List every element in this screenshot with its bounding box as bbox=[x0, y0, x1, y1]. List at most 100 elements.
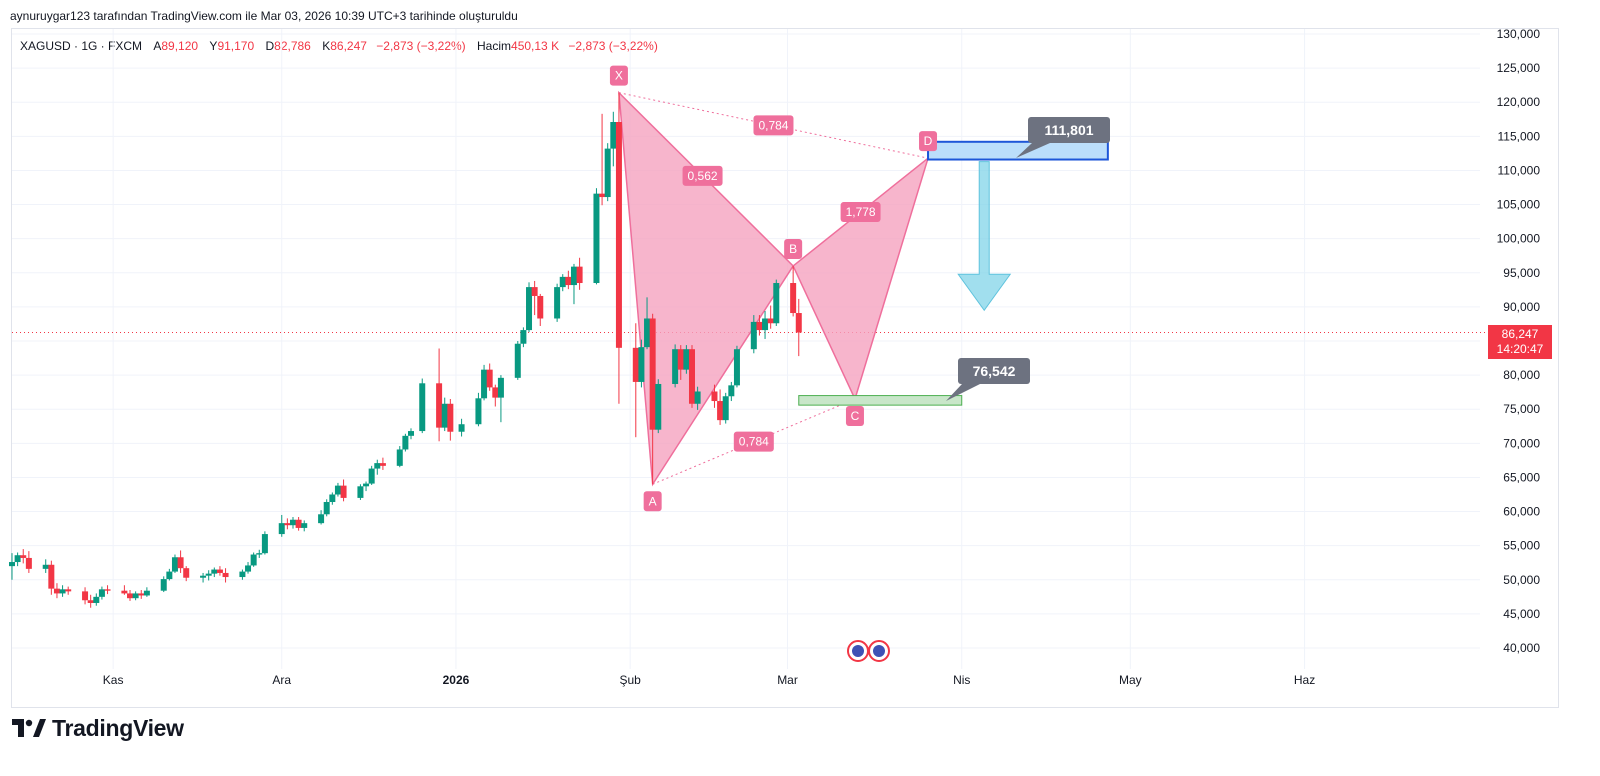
candle-up bbox=[441, 403, 448, 428]
candle-up bbox=[458, 424, 465, 432]
candle-up bbox=[638, 347, 645, 382]
ratio-badge bbox=[840, 202, 881, 223]
candle-down bbox=[121, 590, 128, 594]
tradingview-logo[interactable]: TradingView bbox=[12, 713, 184, 743]
candle-down bbox=[177, 557, 184, 569]
price-axis: 40,000 45,000 50,000 55,000 60,000 65,000 70,0… bbox=[1497, 27, 1541, 655]
candle-up bbox=[318, 514, 325, 524]
tradingview-logo-icon bbox=[12, 719, 46, 737]
pattern-triangle-bcd bbox=[792, 156, 930, 402]
price-tick-label: 105,000 bbox=[1497, 198, 1541, 212]
price-tick-label: 65,000 bbox=[1503, 470, 1540, 484]
last-price-value: 86,247 bbox=[1502, 327, 1539, 341]
candle-up bbox=[132, 593, 139, 599]
callout-label: 76,542 bbox=[973, 363, 1016, 379]
candle-up bbox=[773, 283, 780, 324]
candle-up bbox=[9, 562, 15, 567]
candle-down bbox=[688, 349, 695, 404]
candle-down bbox=[576, 266, 583, 284]
buy-zone bbox=[798, 395, 963, 406]
price-tick-label: 40,000 bbox=[1503, 641, 1540, 655]
pattern-point-label: C bbox=[851, 409, 860, 423]
legend-volume-change: −2,873 (−3,22%) bbox=[568, 39, 658, 53]
candle-down bbox=[711, 391, 718, 402]
last-price-badge: 86,247 14:20:47 bbox=[1488, 325, 1552, 359]
time-tick-label: Mar bbox=[777, 673, 798, 687]
candle-up bbox=[554, 287, 561, 319]
candle-up bbox=[357, 486, 364, 498]
candle-down bbox=[436, 383, 443, 428]
candle-up bbox=[250, 554, 257, 566]
candle-up bbox=[59, 589, 66, 594]
candle-down bbox=[183, 568, 190, 578]
price-tick-label: 120,000 bbox=[1497, 95, 1541, 109]
candle-down bbox=[486, 369, 493, 388]
candle-up bbox=[205, 573, 212, 576]
candle-up bbox=[93, 596, 100, 603]
candle-down bbox=[284, 523, 291, 526]
ratio-label: 1,778 bbox=[846, 205, 876, 219]
candle-up bbox=[762, 318, 769, 331]
pattern-point-label: X bbox=[615, 69, 623, 83]
pattern-triangle-xab bbox=[618, 90, 795, 487]
candle-up bbox=[143, 590, 150, 596]
ratio-label: 0,784 bbox=[739, 435, 769, 449]
chart-grid bbox=[12, 29, 1486, 669]
pattern-point-label: A bbox=[649, 494, 657, 508]
overlays: 76,542 111,801 X A B C D 0,562 0,784 1,778 0,784 bbox=[609, 65, 1110, 512]
candle-down bbox=[531, 287, 538, 296]
candle-down bbox=[87, 600, 94, 603]
candle-down bbox=[295, 519, 302, 528]
callout-box bbox=[1028, 117, 1110, 143]
candle-up bbox=[402, 435, 409, 450]
ratio-label: 0,784 bbox=[758, 118, 788, 132]
legend-change: −2,873 (−3,22%) bbox=[376, 39, 466, 53]
legend-low-value: 82,786 bbox=[274, 39, 311, 53]
price-tick-label: 115,000 bbox=[1498, 129, 1541, 143]
legend-open-label: A bbox=[153, 39, 162, 53]
candle-up bbox=[559, 276, 566, 288]
time-tick-label: Ara bbox=[272, 673, 291, 687]
callout-label: 111,801 bbox=[1044, 122, 1093, 138]
candle-up bbox=[694, 391, 701, 404]
candle-down bbox=[48, 564, 55, 589]
pattern-point-label: D bbox=[924, 134, 933, 148]
chart-caption: aynuruygar123 tarafından TradingView.com… bbox=[10, 9, 518, 23]
price-tick-label: 80,000 bbox=[1503, 368, 1540, 382]
candle-up bbox=[396, 449, 403, 466]
candle-down bbox=[790, 283, 797, 314]
pattern-point-badge bbox=[919, 131, 938, 152]
chart-frame bbox=[11, 28, 1559, 708]
price-tick-label: 55,000 bbox=[1503, 539, 1540, 553]
price-tick-label: 50,000 bbox=[1503, 573, 1540, 587]
candle-up bbox=[211, 569, 218, 574]
candle-up bbox=[475, 398, 482, 425]
candle-up bbox=[481, 369, 488, 399]
price-tick-label: 60,000 bbox=[1503, 505, 1540, 519]
countdown-value: 14:20:47 bbox=[1497, 342, 1544, 356]
candle-down bbox=[767, 318, 774, 324]
price-tick-label: 100,000 bbox=[1497, 232, 1541, 246]
time-tick-label: Nis bbox=[953, 673, 970, 687]
candle-down bbox=[53, 588, 60, 594]
candle-up bbox=[750, 321, 757, 350]
candle-down bbox=[615, 122, 622, 348]
candle-down bbox=[216, 569, 223, 573]
candle-down bbox=[20, 555, 27, 558]
candle-down bbox=[492, 387, 499, 398]
candle-up bbox=[570, 266, 577, 286]
candle-up bbox=[329, 494, 336, 503]
candle-up bbox=[160, 579, 167, 591]
candle-up bbox=[514, 343, 521, 378]
candle-up bbox=[98, 589, 105, 597]
candle-up bbox=[323, 502, 330, 515]
ratio-badge bbox=[682, 165, 723, 186]
candle-up bbox=[42, 564, 49, 569]
legend-symbol[interactable]: XAGUSD · 1G · FXCM bbox=[20, 39, 143, 53]
candle-down bbox=[717, 401, 724, 421]
candle-up bbox=[672, 349, 679, 384]
candle-down bbox=[565, 276, 572, 286]
pattern-ac-dotted-line bbox=[652, 398, 856, 485]
price-tick-label: 95,000 bbox=[1503, 266, 1540, 280]
